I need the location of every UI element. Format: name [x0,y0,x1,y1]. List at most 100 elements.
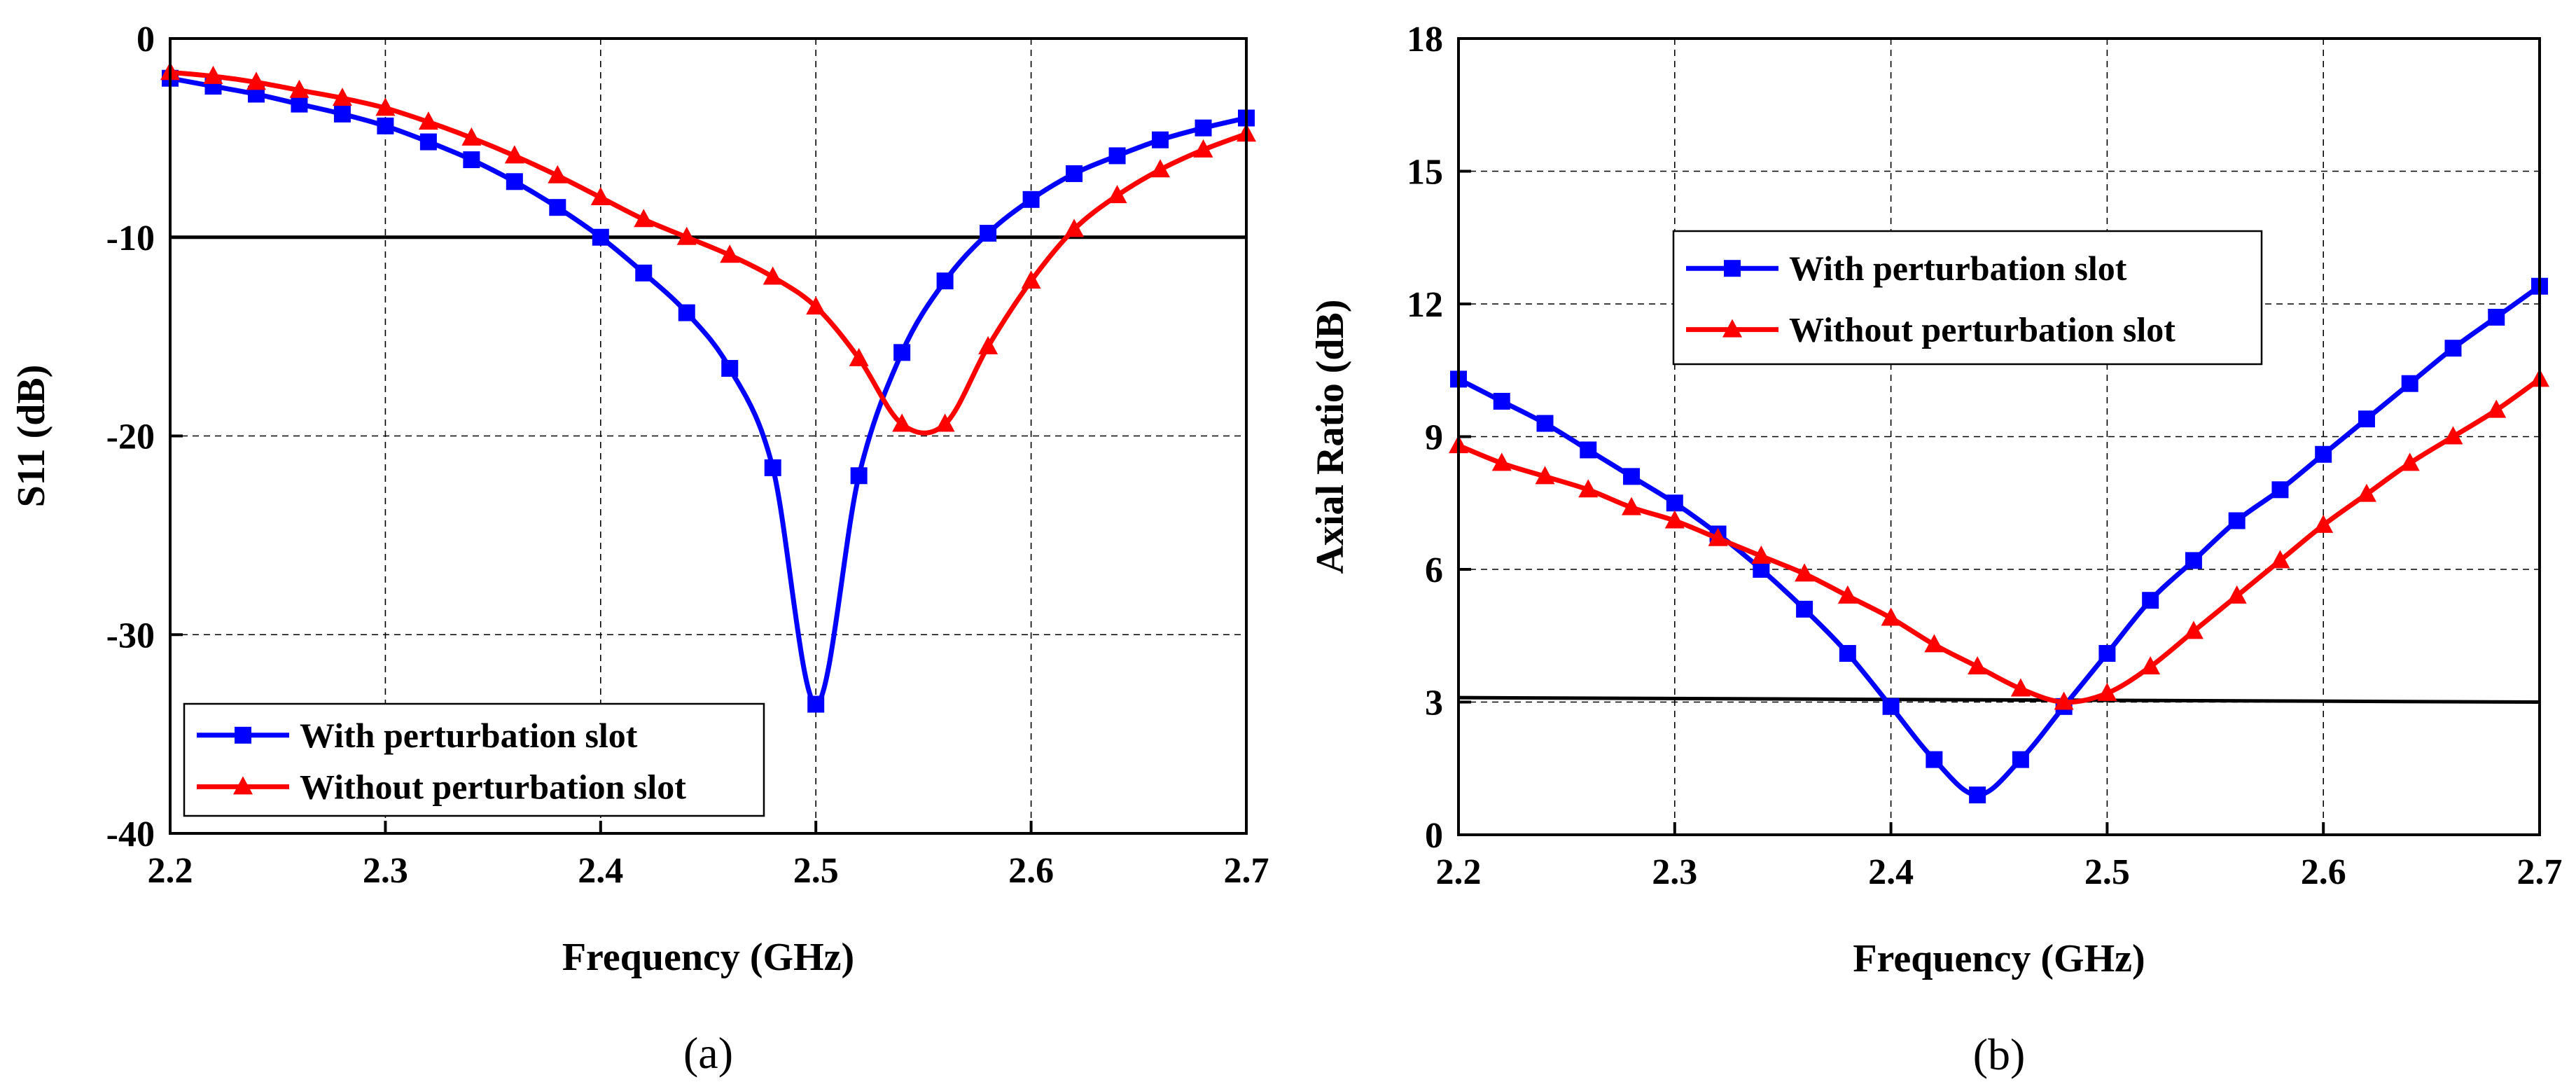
y-tick-label: -20 [106,417,155,457]
y-axis-label: Axial Ratio (dB) [1309,300,1352,574]
data-point-with-slot [2444,340,2462,357]
data-point-without-slot [1021,270,1041,289]
data-point-without-slot [332,88,352,106]
data-point-without-slot [2054,691,2074,710]
data-point-with-slot [377,117,394,134]
data-point-with-slot [2488,308,2505,326]
data-point-without-slot [2183,620,2203,639]
data-point-without-slot [548,165,568,183]
x-tick-label: 2.7 [1224,851,1269,891]
data-point-without-slot [634,209,654,228]
data-point-without-slot [1795,563,1815,582]
data-point-without-slot [2140,656,2161,674]
data-point-with-slot [2315,445,2332,463]
x-tick-label: 2.4 [1868,852,1914,892]
data-point-without-slot [935,413,955,432]
data-point-with-slot [1580,441,1597,459]
x-tick-label: 2.6 [1008,851,1054,891]
data-point-with-slot [1926,751,1943,768]
legend-triangle-marker [233,776,253,795]
data-point-without-slot [849,347,869,366]
data-point-without-slot [1837,585,1858,604]
data-point-with-slot [2358,410,2375,428]
y-tick-label: -40 [106,814,155,854]
data-point-with-slot [1108,147,1126,165]
data-point-with-slot [463,151,480,169]
y-tick-label: 0 [137,20,155,60]
x-tick-label: 2.5 [2084,852,2130,892]
data-point-with-slot [980,225,997,242]
caption-a: (a) [683,1028,733,1078]
x-tick-label: 2.5 [793,851,839,891]
data-point-without-slot [418,111,438,130]
legend-label-without-slot: Without perturbation slot [300,767,686,806]
data-point-with-slot [419,133,437,151]
data-point-without-slot [978,335,998,354]
data-point-with-slot [549,199,566,216]
data-point-with-slot [2185,552,2202,569]
caption-b: (b) [1973,1029,2026,1079]
data-point-with-slot [1493,392,1510,410]
data-point-without-slot [806,296,826,315]
legend-label-without-slot: Without perturbation slot [1789,310,2175,349]
legend: With perturbation slot Without perturbat… [1672,230,2263,366]
y-tick-label: 9 [1425,418,1443,458]
data-point-with-slot [1152,131,1169,148]
series-line-without-slot [1457,377,2542,705]
legend-label-with-slot: With perturbation slot [300,716,638,755]
data-point-without-slot [1751,546,1771,564]
y-tick-label: 3 [1425,684,1443,723]
data-point-with-slot [2012,751,2029,768]
data-point-without-slot [1535,466,1555,485]
data-point-without-slot [2486,399,2507,418]
data-point-without-slot [289,79,309,98]
data-point-without-slot [1064,219,1085,237]
legend: With perturbation slot Without perturbat… [183,702,765,817]
data-point-with-slot [635,264,653,282]
legend-square-marker [235,726,251,744]
data-point-without-slot [2443,426,2463,445]
data-point-without-slot [720,244,740,263]
data-point-with-slot [2271,481,2289,499]
data-point-without-slot [1491,452,1512,471]
data-point-with-slot [1066,165,1083,182]
x-tick-label: 2.6 [2301,852,2346,892]
data-point-without-slot [2313,514,2334,533]
series-line-without-slot [169,69,1248,436]
x-tick-label: 2.3 [1652,852,1697,892]
data-point-with-slot [592,228,609,246]
y-tick-label: 12 [1407,285,1443,325]
data-point-without-slot [1881,607,1901,626]
data-point-without-slot [590,187,611,205]
x-tick-label: 2.2 [148,851,193,891]
data-point-without-slot [1924,634,1944,653]
data-point-without-slot [461,127,482,146]
data-point-with-slot [291,95,308,113]
data-point-without-slot [676,226,697,245]
data-point-with-slot [1536,415,1554,432]
data-point-with-slot [721,360,739,377]
data-point-with-slot [764,459,781,476]
data-point-with-slot [936,272,954,290]
data-point-without-slot [892,413,912,432]
data-point-without-slot [2010,678,2031,697]
x-tick-label: 2.3 [363,851,408,891]
data-point-without-slot [763,266,783,285]
data-point-with-slot [506,173,523,190]
legend-triangle-marker [1722,319,1742,338]
legend-square-marker [1724,260,1741,277]
y-tick-label: 6 [1425,550,1443,590]
data-point-with-slot [2228,512,2246,529]
data-point-without-slot [246,71,266,90]
data-point-without-slot [2097,682,2117,701]
x-tick-label: 2.2 [1436,852,1482,892]
x-axis-label: Frequency (GHz) [1853,937,2145,980]
data-point-with-slot [1839,645,1856,663]
data-point-with-slot [1666,494,1683,512]
data-point-with-slot [678,304,695,321]
data-point-with-slot [850,467,868,485]
y-tick-label: 0 [1425,816,1443,856]
data-point-without-slot [504,145,524,164]
data-point-with-slot [1623,468,1641,485]
